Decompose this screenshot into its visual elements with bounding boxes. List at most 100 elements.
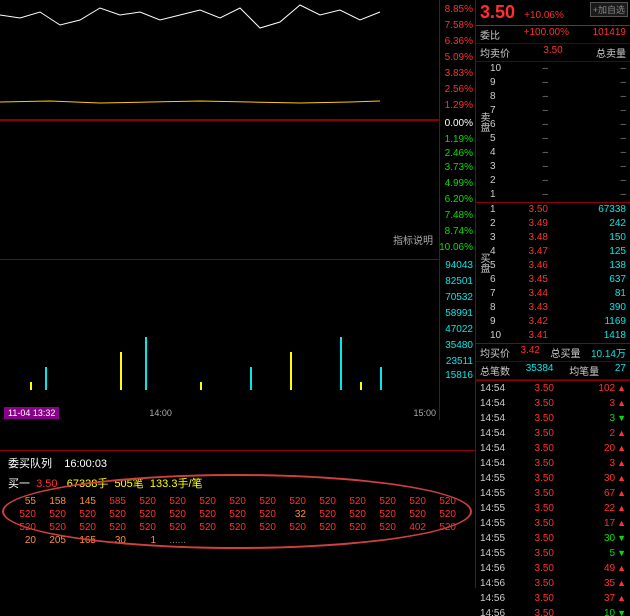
queue-cell: 520	[158, 521, 188, 534]
tick-row[interactable]: 14:553.5067▲	[476, 486, 630, 501]
avg-sell-price: 3.50	[543, 45, 562, 60]
pct-tick: 8.74%	[445, 226, 473, 237]
queue-cell: ......	[158, 534, 188, 547]
queue-cell: 145	[68, 495, 98, 508]
buy1-avg: 133.3手/笔	[150, 478, 203, 490]
change-pct: +10.06%	[524, 10, 564, 21]
queue-cell: 520	[248, 521, 278, 534]
sell-level-row[interactable]: 5––	[486, 132, 630, 146]
tick-row[interactable]: 14:543.503▲	[476, 456, 630, 471]
queue-cell: 585	[98, 495, 128, 508]
tick-row[interactable]: 14:563.5049▲	[476, 561, 630, 576]
queue-cell: 520	[368, 521, 398, 534]
add-optional-button[interactable]: +加自选	[590, 2, 628, 17]
queue-cell: 520	[308, 495, 338, 508]
sell-level-row[interactable]: 2––	[486, 174, 630, 188]
buy-level-row[interactable]: 103.411418	[486, 329, 630, 343]
tick-row[interactable]: 14:563.5037▲	[476, 591, 630, 606]
buy-level-row[interactable]: 33.48150	[486, 231, 630, 245]
tick-row[interactable]: 14:543.503▲	[476, 396, 630, 411]
avg-buy-label: 均买价	[480, 345, 510, 360]
total-sell-label: 总卖量	[596, 45, 626, 60]
tick-row[interactable]: 14:543.502▲	[476, 426, 630, 441]
tick-row[interactable]: 14:553.505▼	[476, 546, 630, 561]
queue-cell: 520	[38, 521, 68, 534]
time-axis: 11-04 13:32 14:00 15:00	[0, 408, 440, 418]
pct-tick: 3.73%	[445, 162, 473, 173]
queue-cell: 520	[308, 521, 338, 534]
pct-tick: 3.83%	[445, 68, 473, 79]
chart-line	[0, 5, 380, 28]
time-badge: 11-04 13:32	[4, 407, 59, 419]
queue-cell: 520	[248, 508, 278, 521]
buy1-price: 3.50	[36, 478, 57, 490]
volume-chart[interactable]: 11-04 13:32 14:00 15:00	[0, 260, 439, 420]
tick-row[interactable]: 14:543.5020▲	[476, 441, 630, 456]
queue-cell: 520	[248, 495, 278, 508]
tick-row[interactable]: 14:563.5035▲	[476, 576, 630, 591]
buy-level-row[interactable]: 73.4481	[486, 287, 630, 301]
queue-cell: 30	[98, 534, 128, 547]
sell-level-row[interactable]: 8––	[486, 90, 630, 104]
pct-tick: 6.20%	[445, 194, 473, 205]
sell-level-row[interactable]: 7––	[486, 104, 630, 118]
queue-title: 委买队列	[8, 458, 52, 470]
buy1-count: 505笔	[114, 478, 143, 490]
queue-cell: 520	[338, 508, 368, 521]
indicator-label[interactable]: 指标说明	[393, 232, 433, 247]
buy-level-row[interactable]: 63.45637	[486, 273, 630, 287]
pct-tick: 1.29%	[445, 100, 473, 111]
queue-cell: 520	[68, 508, 98, 521]
tick-row[interactable]: 14:543.50102▲	[476, 381, 630, 396]
queue-cell: 520	[188, 521, 218, 534]
sell-levels: 10––9––8––7––6––5––4––3––2––1––	[476, 62, 630, 202]
buy-level-row[interactable]: 83.43390	[486, 301, 630, 315]
buy1-vol: 67338手	[67, 478, 109, 490]
tick-row[interactable]: 14:563.5010▼	[476, 606, 630, 616]
queue-cell: 520	[158, 508, 188, 521]
tick-row[interactable]: 14:553.5017▲	[476, 516, 630, 531]
queue-cell: 1	[128, 534, 158, 547]
sell-level-row[interactable]: 3––	[486, 160, 630, 174]
buy-level-row[interactable]: 43.47125	[486, 245, 630, 259]
sell-level-row[interactable]: 9––	[486, 76, 630, 90]
queue-cell: 520	[38, 508, 68, 521]
right-panel: +加自选 3.50 +10.06% 委比 +100.00% 101419 均卖价…	[475, 0, 630, 588]
vol-tick: 70532	[445, 292, 473, 303]
pct-tick: 0.00%	[445, 118, 473, 129]
queue-cell: 520	[278, 521, 308, 534]
pct-tick: 1.19%	[445, 134, 473, 145]
ratio-value: +100.00%	[524, 27, 569, 42]
pct-tick: 8.85%	[445, 4, 473, 15]
queue-cell: 158	[38, 495, 68, 508]
sell-level-row[interactable]: 4––	[486, 146, 630, 160]
chart-avg-line	[0, 101, 380, 103]
chart-mid[interactable]: 指标说明	[0, 120, 439, 260]
tick-list[interactable]: 14:543.50102▲14:543.503▲14:543.503▼14:54…	[476, 381, 630, 616]
queue-cell: 520	[128, 508, 158, 521]
tick-row[interactable]: 14:553.5022▲	[476, 501, 630, 516]
buy-level-row[interactable]: 23.49242	[486, 217, 630, 231]
tick-row[interactable]: 14:553.5030▼	[476, 531, 630, 546]
tick-row[interactable]: 14:553.5030▲	[476, 471, 630, 486]
queue-cell: 520	[218, 495, 248, 508]
total-count-label: 总笔数	[480, 363, 510, 378]
queue-cell: 520	[8, 521, 38, 534]
buy-level-row[interactable]: 93.421169	[486, 315, 630, 329]
queue-cell: 520	[338, 495, 368, 508]
buy-level-row[interactable]: 13.5067338	[486, 203, 630, 217]
queue-cell: 520	[428, 495, 458, 508]
sell-level-row[interactable]: 6––	[486, 118, 630, 132]
sell-level-row[interactable]: 10––	[486, 62, 630, 76]
buy-level-row[interactable]: 53.46138	[486, 259, 630, 273]
sell-level-row[interactable]: 1––	[486, 188, 630, 202]
chart-area[interactable]: 指标说明 11-04 13:32 14:00 15:00	[0, 0, 440, 420]
queue-time: 16:00:03	[64, 458, 107, 470]
avg-sell-label: 均卖价	[480, 45, 510, 60]
avg-count-label: 均笔量	[569, 363, 599, 378]
queue-cell: 55	[8, 495, 38, 508]
queue-cell: 520	[278, 495, 308, 508]
queue-cell: 205	[38, 534, 68, 547]
price-chart[interactable]	[0, 0, 439, 120]
tick-row[interactable]: 14:543.503▼	[476, 411, 630, 426]
